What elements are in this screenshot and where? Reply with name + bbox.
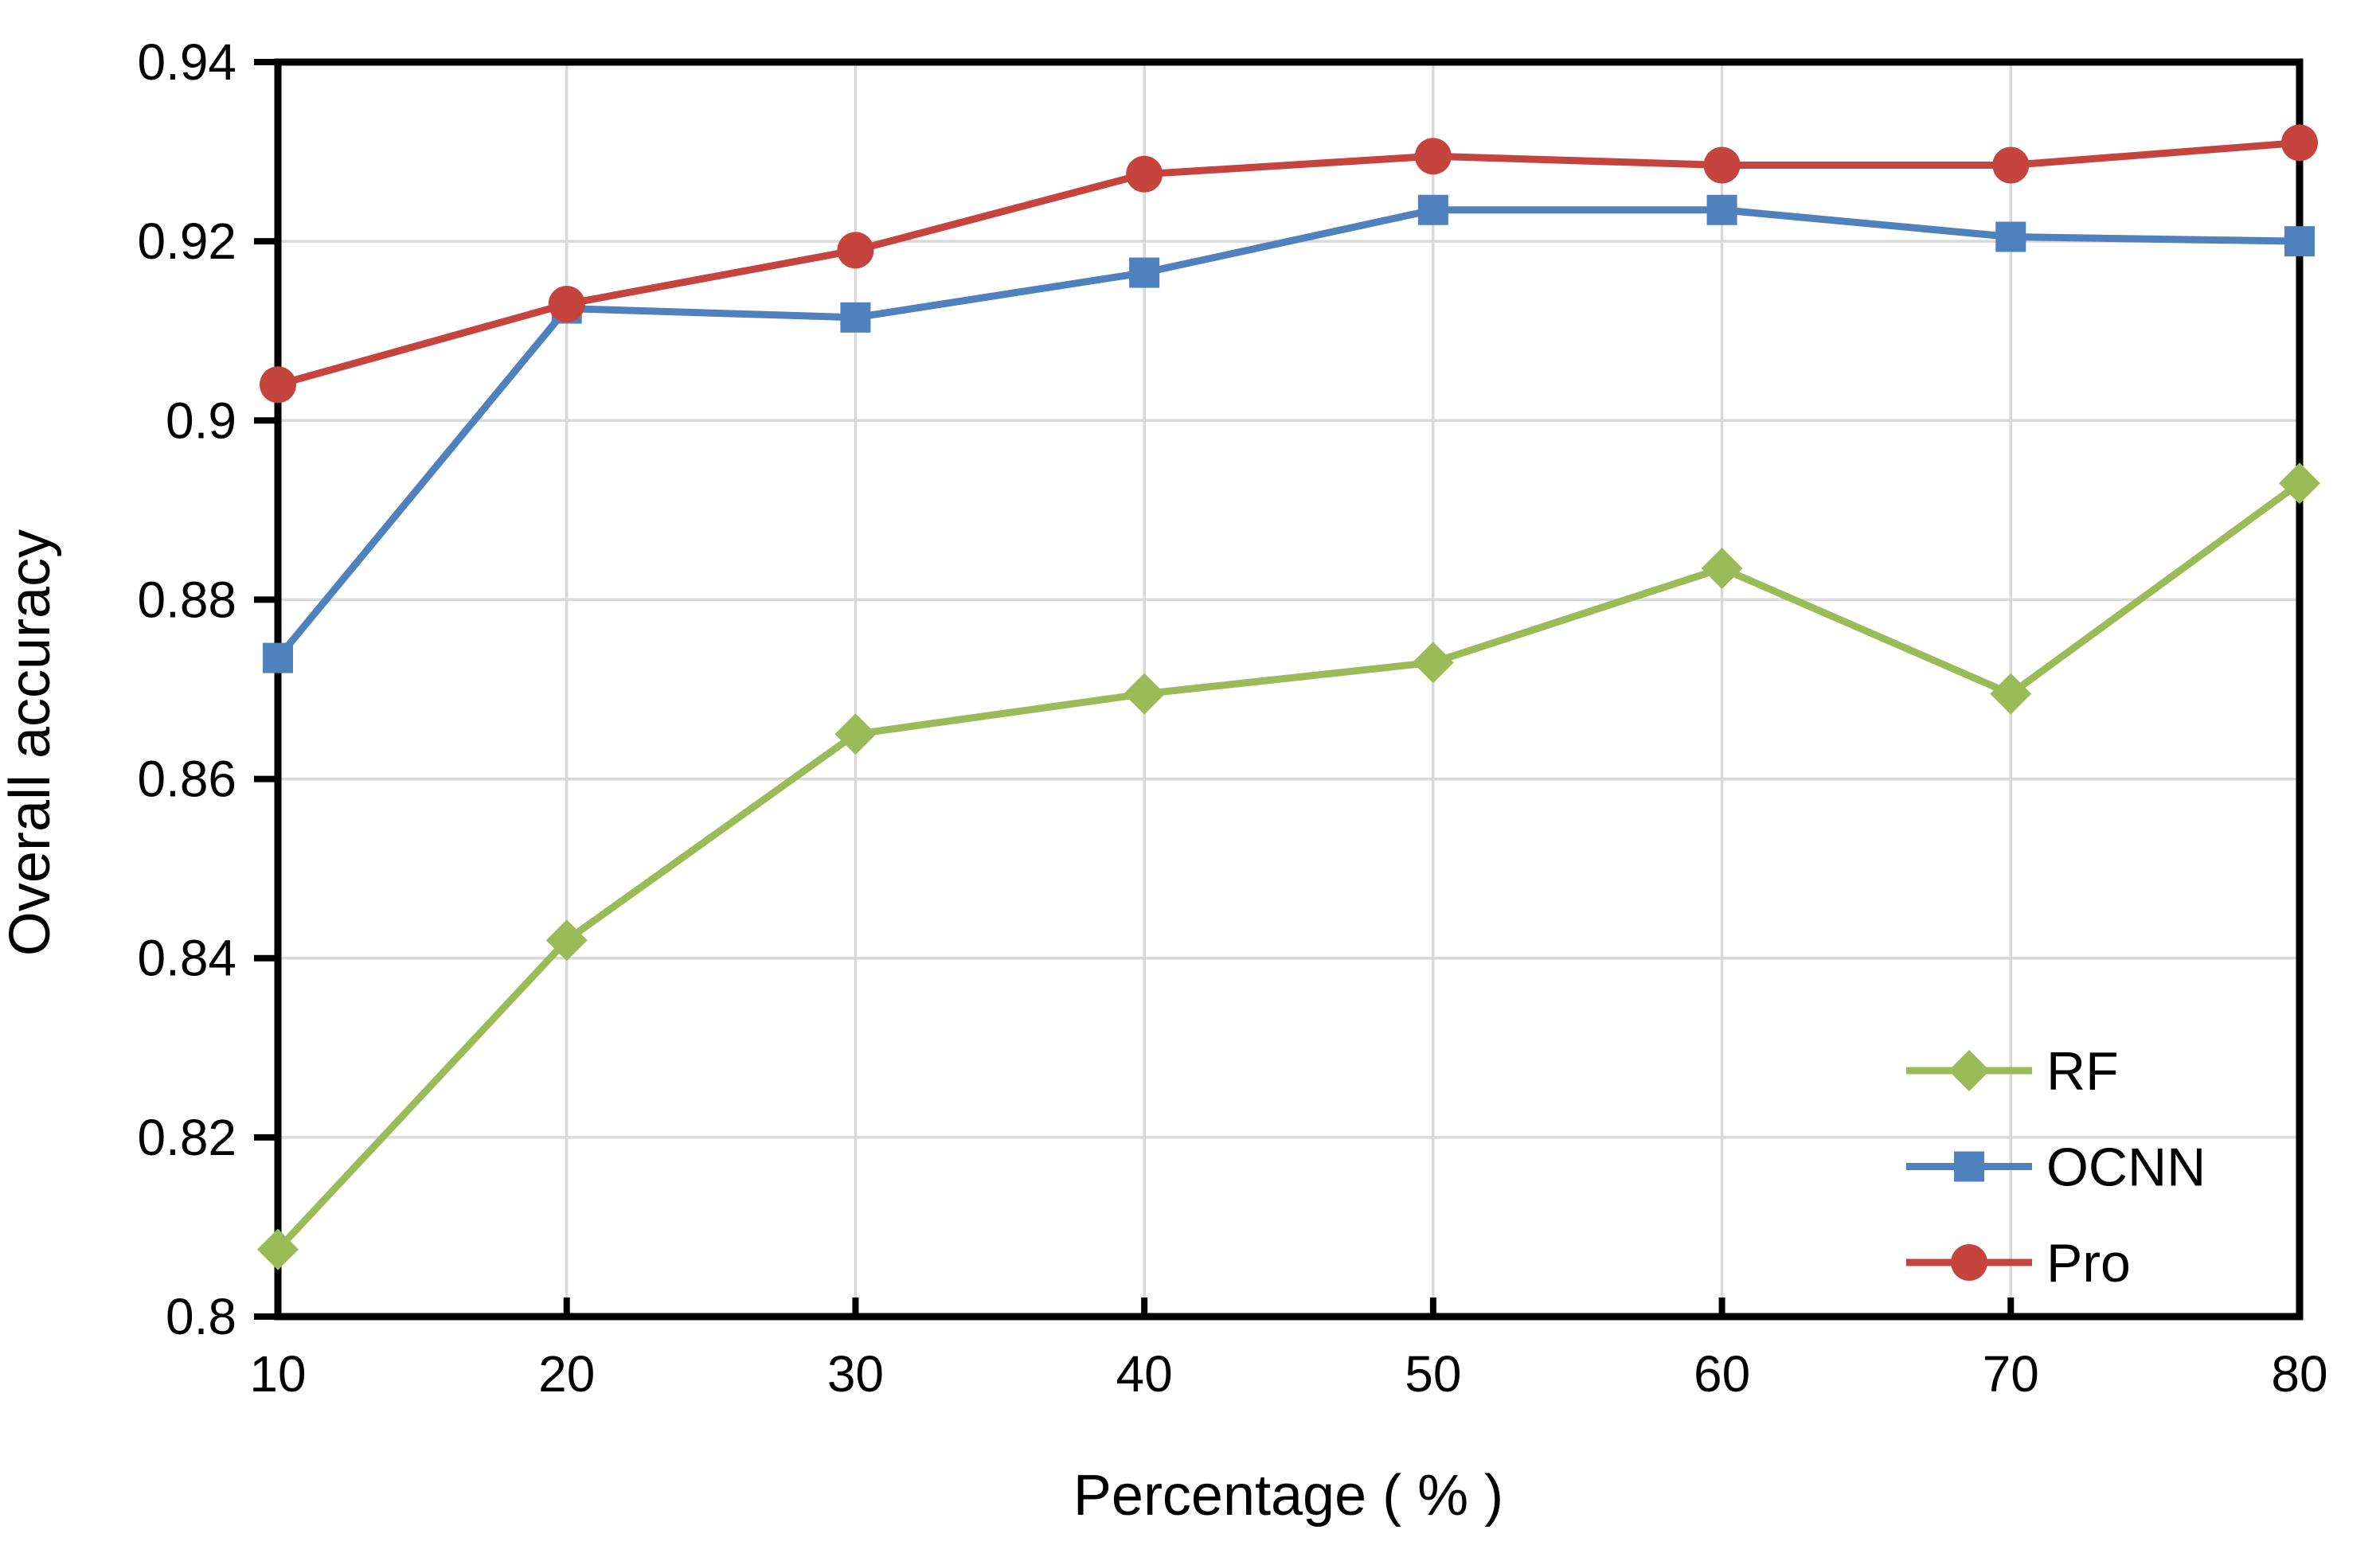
series-ocnn (263, 194, 2315, 673)
legend-item-rf: RF (1906, 1041, 2119, 1102)
legend-label: OCNN (2046, 1137, 2206, 1198)
data-marker-ocnn (840, 302, 871, 333)
data-marker-pro (1414, 138, 1452, 175)
x-tick-label: 50 (1405, 1345, 1461, 1403)
data-marker-pro (260, 366, 296, 404)
plot-border (274, 58, 2304, 1321)
y-tick-label: 0.94 (137, 33, 236, 91)
series-line-pro (276, 139, 2300, 388)
legend-label: RF (2046, 1041, 2119, 1102)
tick-labels: 0.8 0.82 0.84 0.86 0.88 0.9 0.92 0.94 10 20 30 40 50… (137, 33, 2327, 1403)
data-marker-rf (1990, 673, 2032, 715)
x-tick-label: 20 (538, 1345, 595, 1403)
data-marker-pro (1992, 146, 2030, 184)
legend-marker-square (1954, 1151, 1984, 1182)
legend: RF OCNN Pro (1906, 1041, 2206, 1294)
y-tick-label: 0.8 (166, 1288, 236, 1345)
data-marker-rf (1701, 548, 1743, 590)
series-lines (257, 124, 2320, 1270)
y-tick-label: 0.92 (137, 213, 236, 270)
x-tick-label: 70 (1983, 1345, 2039, 1403)
data-marker-ocnn (263, 642, 293, 673)
data-marker-rf (1412, 642, 1454, 684)
legend-item-ocnn: OCNN (1906, 1137, 2206, 1198)
series-pro (260, 124, 2318, 404)
x-tick-label: 60 (1694, 1345, 1750, 1403)
y-tick-label: 0.86 (137, 751, 236, 808)
data-marker-rf (2279, 462, 2320, 505)
data-marker-pro (2281, 124, 2318, 162)
x-tick-label: 10 (249, 1345, 306, 1403)
y-tick-label: 0.9 (166, 392, 236, 449)
data-marker-rf (545, 919, 588, 962)
legend-marker-circle (1951, 1244, 1987, 1281)
data-marker-ocnn (1706, 194, 1737, 225)
legend-item-pro: Pro (1906, 1233, 2131, 1294)
data-marker-pro (1703, 146, 1741, 184)
data-marker-pro (1126, 155, 1163, 193)
x-axis-title: Percentage ( % ) (1073, 1464, 1503, 1528)
data-marker-rf (834, 713, 877, 755)
series-line-ocnn (275, 206, 2300, 661)
axis-ticks (254, 59, 2303, 1320)
legend-label: Pro (2046, 1233, 2131, 1294)
y-tick-label: 0.88 (137, 571, 236, 628)
y-tick-label: 0.82 (137, 1109, 236, 1166)
legend-marker-diamond (1948, 1050, 1990, 1091)
x-tick-label: 30 (827, 1345, 884, 1403)
data-marker-ocnn (1995, 221, 2026, 252)
x-tick-label: 40 (1116, 1345, 1173, 1403)
data-marker-ocnn (1129, 257, 1160, 288)
data-marker-rf (1124, 673, 1166, 715)
series-line-rf (275, 480, 2302, 1252)
data-marker-pro (837, 232, 874, 269)
data-marker-ocnn (1417, 194, 1448, 225)
series-rf (257, 462, 2320, 1270)
data-marker-pro (548, 285, 585, 322)
y-axis-title: Overall accuracy (0, 529, 62, 956)
plot-border-group (274, 58, 2304, 1321)
y-tick-label: 0.84 (137, 930, 236, 987)
data-marker-rf (257, 1228, 299, 1270)
data-marker-ocnn (2284, 226, 2315, 257)
x-tick-label: 80 (2271, 1345, 2327, 1403)
